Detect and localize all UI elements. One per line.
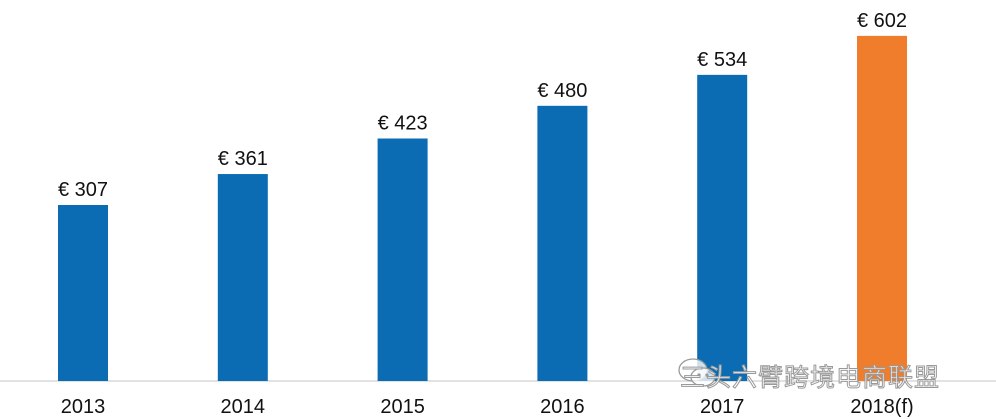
bar-2013 xyxy=(58,205,108,381)
bar-2015 xyxy=(377,138,428,381)
bar-2017 xyxy=(697,74,748,381)
x-tick-label: 2018(f) xyxy=(850,396,913,418)
bar-2018(f) xyxy=(857,35,907,381)
bar-2016 xyxy=(537,105,588,381)
data-label: € 423 xyxy=(378,112,428,134)
bar-2014 xyxy=(217,174,268,381)
watermark-text: 三头六臂跨境电商联盟 xyxy=(679,363,941,393)
data-label: € 480 xyxy=(537,80,587,102)
x-tick-label: 2014 xyxy=(221,396,266,418)
data-label: € 307 xyxy=(58,179,108,201)
x-tick-label: 2013 xyxy=(61,396,106,418)
x-tick-label: 2016 xyxy=(540,396,585,418)
x-tick-label: 2015 xyxy=(380,396,425,418)
x-tick-label: 2017 xyxy=(700,396,745,418)
data-label: € 602 xyxy=(857,10,907,32)
wechat-icon xyxy=(678,358,716,387)
data-label: € 534 xyxy=(697,49,747,71)
data-label: € 361 xyxy=(218,148,268,170)
